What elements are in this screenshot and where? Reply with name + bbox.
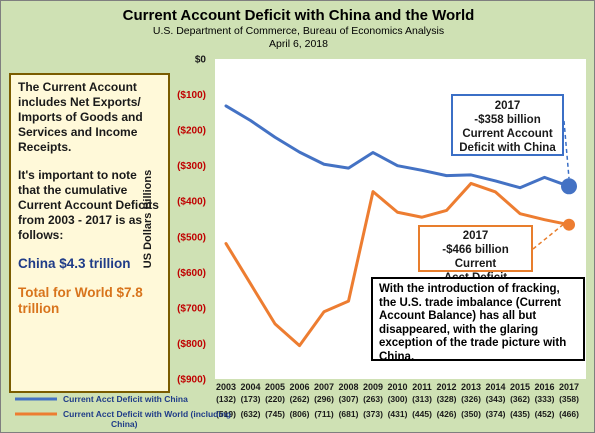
x-tick-label: 2016 [534, 382, 554, 392]
end-marker-world [563, 218, 575, 231]
callout-china-line4: Deficit with China [459, 142, 556, 154]
callout-world-2017: 2017 -$466 billion Current Acct Deficit [418, 225, 533, 284]
info-paragraph-current-account: The Current Account includes Net Exports… [18, 80, 143, 154]
table-value-world: (374) [486, 409, 506, 419]
x-tick-label: 2009 [363, 382, 383, 392]
fracking-note-box: With the introduction of fracking, the U… [371, 277, 585, 363]
info-text-box: The Current Account includes Net Exports… [9, 73, 170, 393]
y-tick-label: $0 [195, 55, 207, 66]
x-tick-label: 2011 [412, 382, 432, 392]
info-paragraph-cumulative: It's important to note that the cumulati… [18, 168, 159, 242]
table-value-china: (296) [314, 394, 334, 404]
table-value-world: (806) [290, 409, 310, 419]
legend-label-china: Current Acct Deficit with China [63, 394, 188, 404]
table-value-china: (300) [388, 394, 408, 404]
x-tick-label: 2014 [485, 382, 505, 392]
callout-china-value: -$358 billion [474, 114, 541, 126]
table-value-world: (519) [216, 409, 236, 419]
x-tick-label: 2005 [265, 382, 285, 392]
callout-china-line3: Current Account [462, 128, 553, 140]
x-tick-label: 2006 [289, 382, 309, 392]
x-tick-label: 2012 [436, 382, 456, 392]
x-tick-label: 2007 [314, 382, 334, 392]
x-tick-label: 2008 [338, 382, 358, 392]
table-value-world: (632) [241, 409, 261, 419]
series-line-china [224, 104, 571, 190]
table-value-china: (307) [339, 394, 359, 404]
table-value-world: (373) [363, 409, 383, 419]
y-tick-label: ($800) [177, 339, 206, 350]
x-tick-label: 2017 [559, 382, 579, 392]
table-value-world: (452) [535, 409, 555, 419]
x-axis: 2003 2004 2005 2006 2007 2008 2009 2010 2011 2012… [216, 382, 579, 392]
connector-china [563, 120, 570, 179]
y-axis: $0 ($100) ($200) ($300) ($400) ($500) ($600) ($… [177, 55, 206, 386]
legend: Current Acct Deficit with China Current A… [15, 394, 231, 429]
chart-subtitle-source: U.S. Department of Commerce, Bureau of E… [152, 25, 445, 37]
y-tick-label: ($500) [177, 232, 206, 243]
table-value-china: (333) [535, 394, 555, 404]
table-value-china: (132) [216, 394, 236, 404]
y-axis-label: US Dollars Billions [142, 170, 154, 268]
table-value-china: (220) [265, 394, 285, 404]
end-marker-china [561, 178, 577, 195]
y-tick-label: ($200) [177, 126, 206, 137]
table-value-china: (173) [241, 394, 261, 404]
x-tick-label: 2003 [216, 382, 236, 392]
series-line-world [224, 181, 571, 348]
callout-world-year: 2017 [462, 230, 489, 242]
y-tick-label: ($700) [177, 303, 206, 314]
y-tick-label: ($600) [177, 268, 206, 279]
table-value-china: (313) [412, 394, 432, 404]
table-value-china: (343) [486, 394, 506, 404]
info-world-total: Total for World $7.8 trillion [18, 285, 143, 316]
table-value-world: (435) [510, 409, 530, 419]
legend-label-world-line2: China) [111, 419, 138, 429]
x-tick-label: 2010 [387, 382, 407, 392]
y-tick-label: ($400) [177, 197, 206, 208]
table-value-world: (466) [559, 409, 579, 419]
callout-connectors [532, 120, 570, 250]
table-value-world: (431) [388, 409, 408, 419]
legend-label-world-line1: Current Acct Deficit with World (includi… [63, 409, 231, 419]
y-tick-label: ($100) [177, 90, 206, 101]
callout-world-value: -$466 billion Current [442, 244, 509, 270]
y-tick-label: ($900) [177, 375, 206, 386]
legend-label-world: Current Acct Deficit with World (includi… [63, 409, 231, 429]
table-value-world: (350) [461, 409, 481, 419]
table-value-china: (358) [559, 394, 579, 404]
table-value-world: (745) [265, 409, 285, 419]
table-value-world: (711) [314, 409, 334, 419]
chart-subtitle-date: April 6, 2018 [269, 38, 328, 50]
table-value-world: (445) [412, 409, 432, 419]
x-tick-label: 2004 [240, 382, 260, 392]
table-value-china: (263) [363, 394, 383, 404]
table-value-china: (328) [437, 394, 457, 404]
table-value-china: (362) [510, 394, 530, 404]
table-value-china: (326) [461, 394, 481, 404]
table-value-world: (681) [339, 409, 359, 419]
callout-china-2017: 2017 -$358 billion Current Account Defic… [451, 94, 564, 156]
table-value-china: (262) [290, 394, 310, 404]
table-value-world: (426) [437, 409, 457, 419]
series-lines [224, 104, 577, 348]
info-china-total: China $4.3 trillion [18, 256, 131, 271]
callout-china-year: 2017 [494, 100, 521, 112]
chart-title: Current Account Deficit with China and t… [122, 7, 475, 24]
y-tick-label: ($300) [177, 161, 206, 172]
x-tick-label: 2015 [510, 382, 530, 392]
x-tick-label: 2013 [461, 382, 481, 392]
data-table: (132) (173) (220) (262) (296) (307) (263) (300)… [216, 394, 579, 419]
